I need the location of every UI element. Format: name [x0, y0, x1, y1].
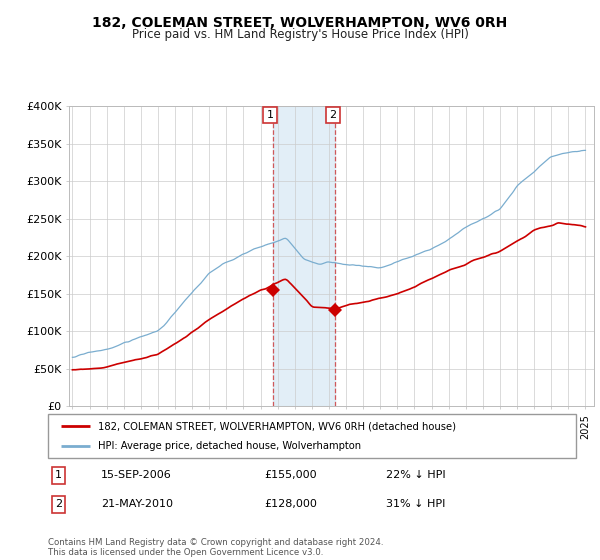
FancyBboxPatch shape [48, 414, 576, 458]
Text: 2: 2 [55, 500, 62, 509]
Text: 2: 2 [329, 110, 337, 120]
Text: 21-MAY-2010: 21-MAY-2010 [101, 500, 173, 509]
Text: £155,000: £155,000 [265, 470, 317, 480]
Text: 1: 1 [55, 470, 62, 480]
Text: 182, COLEMAN STREET, WOLVERHAMPTON, WV6 0RH: 182, COLEMAN STREET, WOLVERHAMPTON, WV6 … [92, 16, 508, 30]
Text: HPI: Average price, detached house, Wolverhampton: HPI: Average price, detached house, Wolv… [98, 441, 361, 451]
Text: 1: 1 [266, 110, 274, 120]
Text: Price paid vs. HM Land Registry's House Price Index (HPI): Price paid vs. HM Land Registry's House … [131, 28, 469, 41]
Text: 31% ↓ HPI: 31% ↓ HPI [386, 500, 445, 509]
Text: Contains HM Land Registry data © Crown copyright and database right 2024.
This d: Contains HM Land Registry data © Crown c… [48, 538, 383, 557]
Text: 15-SEP-2006: 15-SEP-2006 [101, 470, 172, 480]
Text: 182, COLEMAN STREET, WOLVERHAMPTON, WV6 0RH (detached house): 182, COLEMAN STREET, WOLVERHAMPTON, WV6 … [98, 421, 456, 431]
Text: £128,000: £128,000 [265, 500, 317, 509]
Bar [272, 106, 335, 406]
Text: 22% ↓ HPI: 22% ↓ HPI [386, 470, 446, 480]
